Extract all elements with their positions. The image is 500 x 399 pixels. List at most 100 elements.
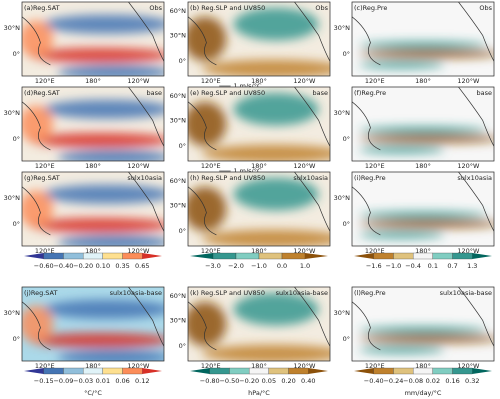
anomaly [29,217,164,233]
anomaly-field [188,7,330,76]
lat-label: 0° [13,220,20,228]
colorbar-segment [281,252,306,260]
anomaly [359,61,445,69]
panel-tag: sulx10asia-base [276,289,328,297]
lon-label: 120°E [35,162,55,170]
colorbar-tick-label: −1.0 [386,262,402,270]
colorbar-tick-label: −1.6 [366,262,382,270]
colorbar-tick-label: −3.0 [205,262,221,270]
anomaly [233,177,319,211]
lat-label: 0° [343,135,350,143]
lat-label: 0° [179,57,186,65]
map-panel: (b) Reg.SLP and UV850 Obs 60°N 30°N 0° 120°E 1… [170,1,331,90]
lat-label: 0° [179,342,186,350]
lon-label: 180° [85,247,101,255]
panel-tag: Obs [149,4,162,12]
anomaly [359,134,494,144]
panel-tag: sulx10asia [457,174,492,182]
panel-label: (a)Reg.SAT [24,4,60,12]
anomaly [29,47,164,63]
colorbar-end [24,253,44,259]
colorbar-segment [122,252,143,260]
lat-label: 0° [343,220,350,228]
colorbar-tick-label: 0.10 [96,262,110,270]
anomaly [43,184,164,204]
lat-label: 60°N [170,177,187,185]
map-field [188,172,330,246]
panel-frame [21,86,165,162]
panel-tag: sulx10asia-base [110,289,162,297]
colorbar-tick-label: −0.03 [73,377,93,385]
anomaly [22,20,54,58]
anomaly [188,186,227,232]
anomaly-field [188,292,330,361]
colorbar-segment [393,252,414,260]
colorbar-segment [393,367,414,375]
lat-label: 60°N [170,292,187,300]
anomaly [57,149,164,161]
lat-label: 0° [13,135,20,143]
panel-frame [351,86,495,162]
lat-label: 30°N [334,109,351,117]
panel-frame [21,171,165,247]
coastline [22,172,164,236]
colorbar-tick-label: 0.65 [135,262,149,270]
colorbar-segment [102,367,123,375]
colorbar-tick-label: −0.24 [383,377,403,385]
lat-label: 60°N [170,92,187,100]
colorbar-end [142,368,162,374]
colorbar-tick-label: 0.02 [426,377,440,385]
colorbar-end [354,253,374,259]
anomaly-field [188,92,330,161]
colorbar-segment [432,252,453,260]
panel-label: (h) Reg.SLP and UV850 [190,174,265,182]
anomaly-field [188,177,330,246]
colorbar-tick-label: −0.4 [405,262,421,270]
colorbar-tick-label: 0.40 [301,377,315,385]
map-field [22,172,164,246]
colorbar-tick-label: −0.15 [34,377,54,385]
lon-label: 180° [251,77,267,85]
panel-tag: base [313,89,329,97]
lon-label: 120°W [127,77,150,85]
coastline [188,172,330,236]
colorbar-end [308,368,328,374]
lon-label: 120°E [201,362,221,370]
coastline [22,87,164,151]
anomaly [57,349,164,361]
anomaly [202,59,330,76]
panel-label: (i)Reg.Pre [354,174,386,182]
coastline [188,2,330,66]
anomaly-field [359,126,494,154]
anomaly [202,144,330,161]
coastline [352,172,494,236]
anomaly [359,346,445,354]
lat-label: 30°N [4,24,21,32]
colorbar-tick-label: −1.0 [251,262,267,270]
lat-label: 30°N [334,194,351,202]
panel-tag: base [147,89,163,97]
vector-key: 1 m/s/°C [233,82,262,90]
colorbar-tick-label: 0.12 [135,377,149,385]
colorbar-tick-label: −0.09 [53,377,73,385]
colorbar-segment [373,252,394,260]
colorbar-tick-label: −0.60 [34,262,54,270]
anomaly [188,301,227,347]
colorbar-segment [63,252,84,260]
anomaly-field [22,299,164,361]
lon-label: 180° [85,362,101,370]
anomaly [359,49,494,59]
map-field [22,87,164,161]
anomaly [233,7,319,41]
colorbar-segment [452,367,473,375]
colorbar-end [472,253,492,259]
colorbar-end [142,253,162,259]
map-panel: (e) Reg.SLP and UV850 base 60°N 30°N 0° 120°E… [170,86,331,175]
map-panel: (g)Reg.SAT sulx10asia 30°N 0° 120°E 180° 120°W [4,171,165,255]
colorbar-end [190,368,210,374]
anomaly [359,326,487,334]
lon-label: 180° [85,77,101,85]
panel-frame [21,286,165,362]
colorbar-tick-label: 1.0 [300,262,310,270]
lat-label: 30°N [334,309,351,317]
